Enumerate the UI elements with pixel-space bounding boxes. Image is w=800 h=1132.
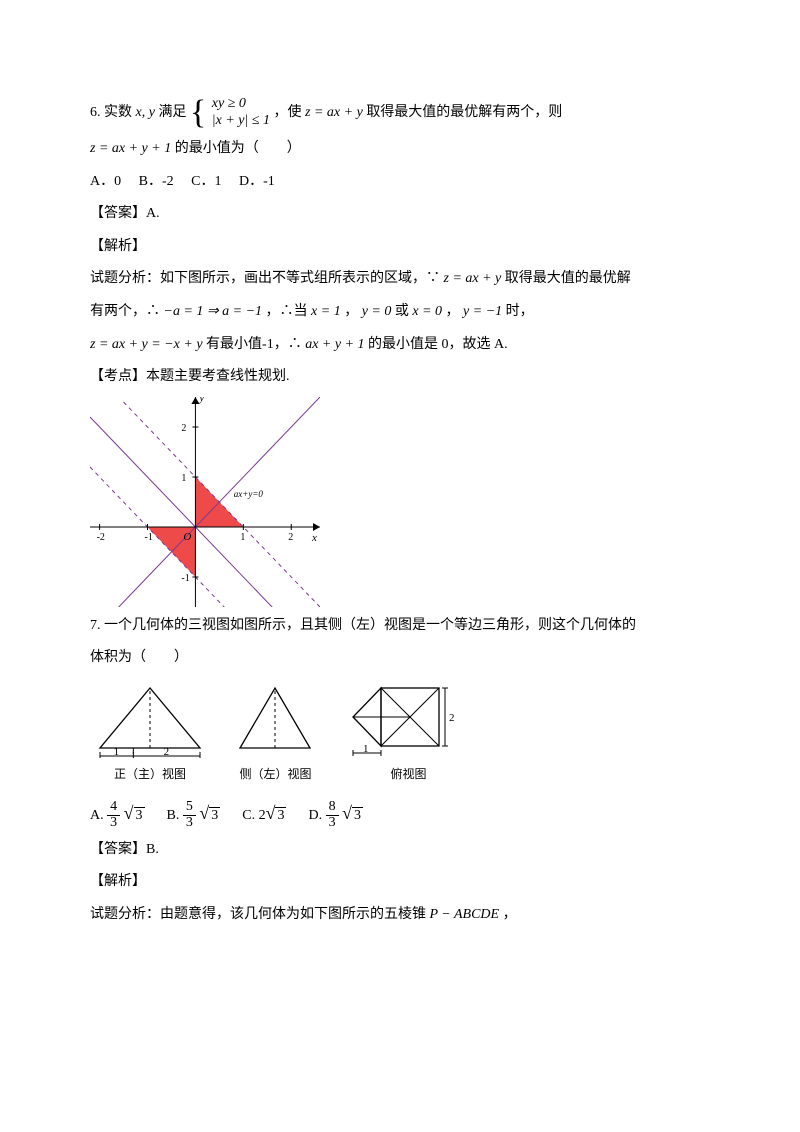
q7-num: 7.: [90, 618, 101, 633]
q7-options: A. 43 √3 B. 53 √3 C. 2√3 D. 83 √3: [90, 796, 710, 831]
q6-graph: -2 -1 1 2 -1 1 2 y x Oax+y=0: [90, 397, 710, 607]
q6-optD: D．-1: [239, 169, 275, 196]
q6-ana2i: ，: [446, 304, 460, 319]
q7-ana: 试题分析：由题意得，该几何体为如下图所示的五棱锥 P − ABCDE ，: [90, 902, 710, 929]
q6-ans: A.: [146, 206, 160, 221]
q6-optA: A．0: [90, 169, 121, 196]
side-label: 侧（左）视图: [228, 763, 323, 786]
q7-ans: B.: [146, 842, 159, 857]
q7-ana-e: ，: [503, 907, 517, 922]
answer-label: 【答案】: [90, 842, 146, 857]
q6-mid1: ，使: [274, 105, 302, 120]
front-label: 正（主）视图: [90, 763, 210, 786]
q6-line1: 6. 实数 x, y 满足 { xy ≥ 0 |x + y| ≤ 1 ，使 z …: [90, 96, 710, 130]
q6-sat: 满足: [158, 105, 186, 120]
q7-optD: D. 83 √3: [308, 796, 363, 831]
svg-text:1: 1: [181, 473, 186, 484]
q6-ana2c: ，∴当: [266, 304, 308, 319]
q6-l2a: z = ax + y + 1: [90, 141, 171, 156]
svg-text:y: y: [198, 397, 204, 404]
q6-ana1c: 取得最大值的最优解: [505, 271, 631, 286]
q6-ana1: 试题分析：如下图所示，画出不等式组所表示的区域，∵ z = ax + y 取得最…: [90, 266, 710, 293]
q6-ana2d: x = 1: [311, 304, 341, 319]
q7-optB: B. 53 √3: [167, 796, 221, 831]
q7-ana-m: P − ABCDE: [430, 907, 500, 922]
q7-text1: 一个几何体的三视图如图所示，且其侧（左）视图是一个等边三角形，则这个几何体的: [104, 618, 636, 633]
svg-text:1: 1: [363, 743, 369, 755]
q6-ana2e: ，: [344, 304, 358, 319]
q6-num: 6.: [90, 105, 101, 120]
svg-text:ax+y=0: ax+y=0: [234, 489, 264, 499]
svg-text:2: 2: [288, 532, 293, 543]
q6-ana3a: z = ax + y = −x + y: [90, 337, 203, 352]
svg-text:2: 2: [181, 423, 186, 434]
q6-brace: { xy ≥ 0 |x + y| ≤ 1: [190, 96, 270, 130]
q6-ana2f: y = 0: [362, 304, 392, 319]
q6-optC: C．1: [191, 169, 221, 196]
q6-case2: |x + y| ≤ 1: [212, 113, 270, 130]
svg-text:-1: -1: [181, 573, 189, 584]
svg-text:-2: -2: [97, 532, 105, 543]
q7-ana-t: 试题分析：由题意得，该几何体为如下图所示的五棱锥: [90, 907, 426, 922]
q6-ana1a: 试题分析：如下图所示，画出不等式组所表示的区域，∵: [90, 271, 440, 286]
q6-ana3b: 有最小值-1，∴: [206, 337, 302, 352]
svg-text:1: 1: [240, 532, 245, 543]
kd-label: 【考点】: [90, 369, 146, 384]
q6-ana1b: z = ax + y: [444, 271, 502, 286]
q6-zexpr: z = ax + y: [305, 105, 363, 120]
q6-ana3c: ax + y + 1: [305, 337, 364, 352]
svg-text:2: 2: [449, 712, 455, 724]
q6-vars: x, y: [136, 105, 155, 120]
q6-optB: B．-2: [139, 169, 174, 196]
q6-ana2g: 或: [395, 304, 409, 319]
svg-text:x: x: [311, 532, 317, 544]
q6-ana3: z = ax + y = −x + y 有最小值-1，∴ ax + y + 1 …: [90, 332, 710, 359]
q6-ana2: 有两个，∴ −a = 1 ⇒ a = −1 ，∴当 x = 1 ， y = 0 …: [90, 299, 710, 326]
q6-ana3d: 的最小值是 0，故选 A.: [368, 337, 508, 352]
svg-text:-1: -1: [145, 532, 153, 543]
q7-optC: C. 2√3: [242, 796, 286, 830]
front-view: 1 2 正（主）视图: [90, 678, 210, 786]
q6-options: A．0 B．-2 C．1 D．-1: [90, 169, 710, 196]
q7-views: 1 2 正（主）视图 侧（左）视图 2 1 俯视图: [90, 678, 710, 786]
side-view: 侧（左）视图: [228, 678, 323, 786]
q6-l2b: 的最小值为（ ）: [175, 141, 301, 156]
q6-ana2b: −a = 1 ⇒ a = −1: [164, 304, 263, 319]
svg-text:2: 2: [164, 746, 170, 758]
q6-answer: 【答案】A.: [90, 201, 710, 228]
q6-ana2k: 时，: [506, 304, 534, 319]
q6-kd: 本题主要考查线性规划.: [146, 369, 290, 384]
q7-jiexi-label: 【解析】: [90, 869, 710, 896]
q6-kaodian: 【考点】本题主要考查线性规划.: [90, 364, 710, 391]
q7-line1: 7. 一个几何体的三视图如图所示，且其侧（左）视图是一个等边三角形，则这个几何体…: [90, 613, 710, 640]
q6-ana2a: 有两个，∴: [90, 304, 160, 319]
q6-ana2h: x = 0: [412, 304, 442, 319]
answer-label: 【答案】: [90, 206, 146, 221]
q6-case1: xy ≥ 0: [212, 96, 270, 113]
top-view: 2 1 俯视图: [341, 678, 476, 786]
q6-mid2: 取得最大值的最优解有两个，则: [366, 105, 562, 120]
svg-text:1: 1: [114, 746, 120, 758]
svg-text:O: O: [183, 531, 191, 543]
q6-line2: z = ax + y + 1 的最小值为（ ）: [90, 136, 710, 163]
q6-jiexi-label: 【解析】: [90, 234, 710, 261]
q6-pre: 实数: [104, 105, 132, 120]
q6-ana2j: y = −1: [463, 304, 502, 319]
q7-optA: A. 43 √3: [90, 796, 145, 831]
top-label: 俯视图: [341, 763, 476, 786]
q7-answer: 【答案】B.: [90, 837, 710, 864]
q7-line2: 体积为（ ）: [90, 645, 710, 672]
